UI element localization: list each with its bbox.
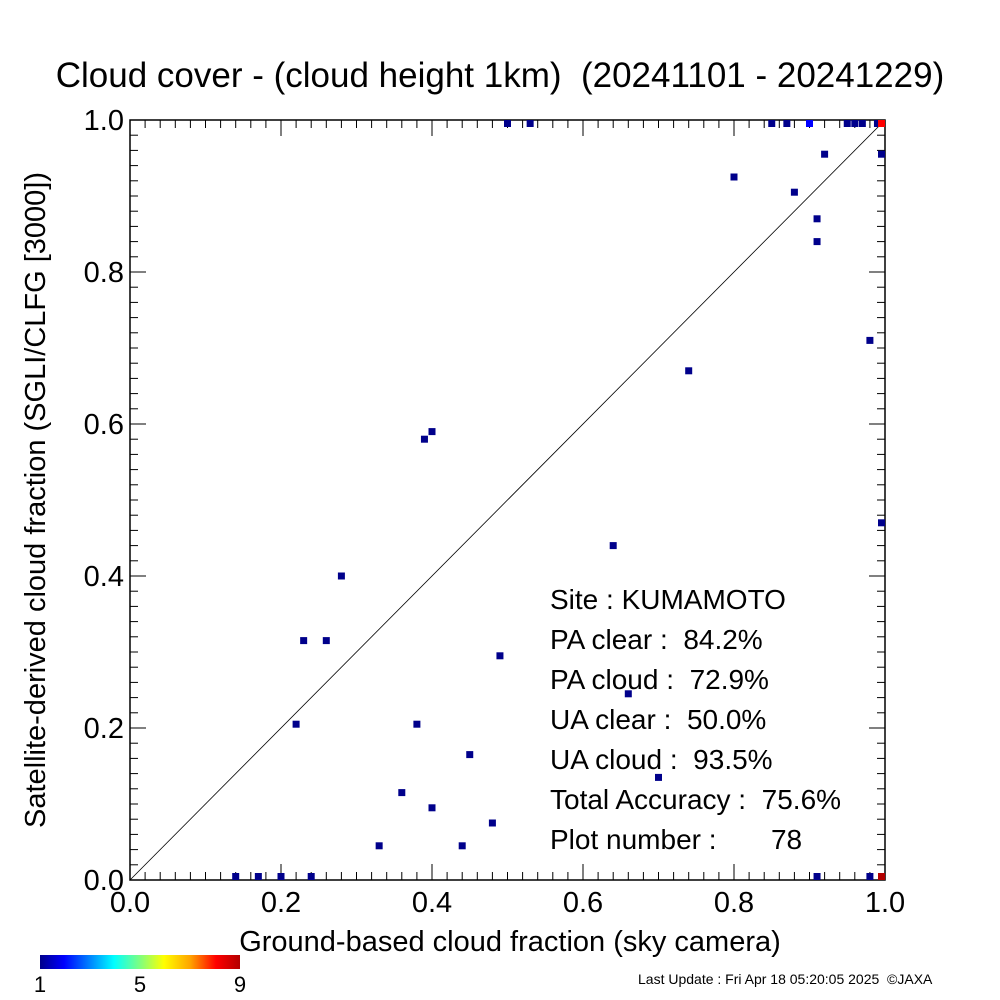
data-point xyxy=(232,873,240,880)
data-point xyxy=(878,873,885,880)
data-point xyxy=(466,751,474,759)
y-tick-label: 0.0 xyxy=(84,865,124,897)
data-point xyxy=(806,120,813,127)
x-tick-label: 0.6 xyxy=(563,887,603,919)
y-tick-label: 0.6 xyxy=(84,409,124,441)
data-point xyxy=(866,873,874,880)
data-point xyxy=(254,873,262,880)
data-point xyxy=(496,652,504,660)
data-point xyxy=(851,120,859,127)
data-point xyxy=(783,120,791,127)
y-tick-label: 0.8 xyxy=(84,257,124,289)
data-point xyxy=(292,720,300,728)
data-point xyxy=(337,572,345,580)
data-point xyxy=(866,336,874,344)
data-point xyxy=(813,238,821,246)
ua-cloud-label: UA cloud : 93.5% xyxy=(550,744,773,775)
data-point xyxy=(428,804,436,812)
data-point xyxy=(307,873,315,880)
colorbar-min-label: 1 xyxy=(33,972,47,997)
x-tick-label: 0.8 xyxy=(714,887,754,919)
data-point xyxy=(655,773,662,781)
colorbar-max-label: 9 xyxy=(233,972,247,997)
plot-number-label: Plot number : 78 xyxy=(550,824,803,855)
data-point xyxy=(488,819,496,827)
data-point xyxy=(821,150,829,158)
data-point xyxy=(375,842,383,850)
x-tick-label: 0.2 xyxy=(261,887,301,919)
data-point xyxy=(685,367,693,375)
y-axis-label: Satellite-derived cloud fraction (SGLI/C… xyxy=(20,172,52,828)
data-point xyxy=(813,873,821,880)
pa-clear-label: PA clear : 84.2% xyxy=(550,624,763,655)
data-point xyxy=(768,120,776,127)
x-tick-label: 0.4 xyxy=(412,887,452,919)
y-tick-label: 0.2 xyxy=(84,713,124,745)
axes-layer: 0.0 0.2 0.4 0.6 0.8 1.0 0.0 0.2 0.4 0.6 0.8 1.0 xyxy=(84,105,905,919)
data-point xyxy=(624,690,632,698)
data-point xyxy=(504,120,511,127)
points-layer xyxy=(232,120,885,880)
ua-clear-label: UA clear : 50.0% xyxy=(550,704,767,735)
data-point xyxy=(300,637,308,645)
colorbar xyxy=(40,955,240,969)
last-update-footer: Last Update : Fri Apr 18 05:20:05 2025 ©… xyxy=(638,971,933,987)
data-point xyxy=(420,435,428,443)
data-point xyxy=(813,215,821,223)
total-accuracy-label: Total Accuracy : 75.6% xyxy=(550,784,842,815)
colorbar-mid-label: 5 xyxy=(133,972,147,997)
y-tick-label: 0.4 xyxy=(84,561,124,593)
data-point xyxy=(858,120,866,127)
data-point xyxy=(526,120,534,127)
pa-cloud-label: PA cloud : 72.9% xyxy=(550,664,769,695)
data-point xyxy=(413,720,421,728)
data-point xyxy=(873,120,881,127)
data-point xyxy=(609,542,617,550)
one-to-one-line xyxy=(129,119,886,881)
x-axis-label: Ground-based cloud fraction (sky camera) xyxy=(239,926,781,958)
data-point xyxy=(878,519,885,527)
data-point xyxy=(458,842,466,850)
y-tick-label: 1.0 xyxy=(84,105,124,137)
data-point xyxy=(398,789,406,797)
data-point xyxy=(322,637,330,645)
site-label: Site : KUMAMOTO xyxy=(550,584,786,615)
data-point xyxy=(730,173,738,181)
data-point xyxy=(277,873,285,880)
data-point xyxy=(428,428,436,436)
data-point xyxy=(878,120,885,127)
data-point xyxy=(878,150,885,158)
data-point xyxy=(790,188,798,196)
x-tick-label: 0.0 xyxy=(110,887,150,919)
x-tick-label: 1.0 xyxy=(865,887,905,919)
chart-title: Cloud cover - (cloud height 1km) (202411… xyxy=(55,56,945,95)
data-point xyxy=(843,120,851,127)
statistics-panel: Site : KUMAMOTO PA clear : 84.2% PA clou… xyxy=(550,580,841,860)
